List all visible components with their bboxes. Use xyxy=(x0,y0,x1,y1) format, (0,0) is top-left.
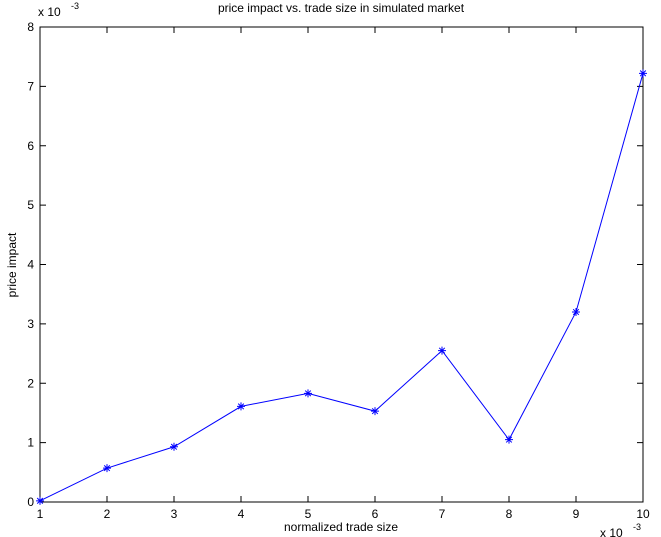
x-tick-label: 7 xyxy=(439,507,446,521)
data-marker xyxy=(103,464,111,473)
data-marker xyxy=(438,346,446,355)
y-axis-label: price impact xyxy=(5,232,19,297)
x-tick-label: 4 xyxy=(238,507,245,521)
x-axis-label: normalized trade size xyxy=(284,520,398,534)
x-tick-label: 5 xyxy=(305,507,312,521)
y-tick-label: 6 xyxy=(27,139,34,153)
x-tick-label: 2 xyxy=(104,507,111,521)
y-tick-label: 4 xyxy=(27,258,34,272)
x-multiplier: x 10 xyxy=(600,526,623,537)
x-tick-label: 1 xyxy=(37,507,44,521)
x-tick-label: 10 xyxy=(636,507,650,521)
x-tick-label: 8 xyxy=(506,507,513,521)
y-tick-label: 7 xyxy=(27,79,34,93)
y-tick-label: 0 xyxy=(27,495,34,509)
y-multiplier-exponent: -3 xyxy=(71,1,79,11)
data-marker xyxy=(371,407,379,416)
data-marker xyxy=(36,496,44,505)
data-marker xyxy=(237,402,245,411)
y-tick-label: 3 xyxy=(27,317,34,331)
data-marker xyxy=(505,435,513,444)
data-marker xyxy=(304,389,312,398)
x-tick-label: 9 xyxy=(573,507,580,521)
y-tick-label: 5 xyxy=(27,198,34,212)
x-tick-label: 3 xyxy=(171,507,178,521)
data-marker xyxy=(639,69,647,78)
data-marker xyxy=(572,308,580,316)
y-tick-label: 8 xyxy=(27,20,34,34)
plot-frame xyxy=(39,26,644,503)
series-line xyxy=(39,73,644,502)
y-multiplier: x 10 xyxy=(38,5,61,19)
x-tick-label: 6 xyxy=(372,507,379,521)
chart-title: price impact vs. trade size in simulated… xyxy=(218,1,465,15)
y-tick-label: 1 xyxy=(27,436,34,450)
x-multiplier-exponent: -3 xyxy=(633,522,641,532)
y-tick-label: 2 xyxy=(27,376,34,390)
data-marker xyxy=(170,442,178,451)
